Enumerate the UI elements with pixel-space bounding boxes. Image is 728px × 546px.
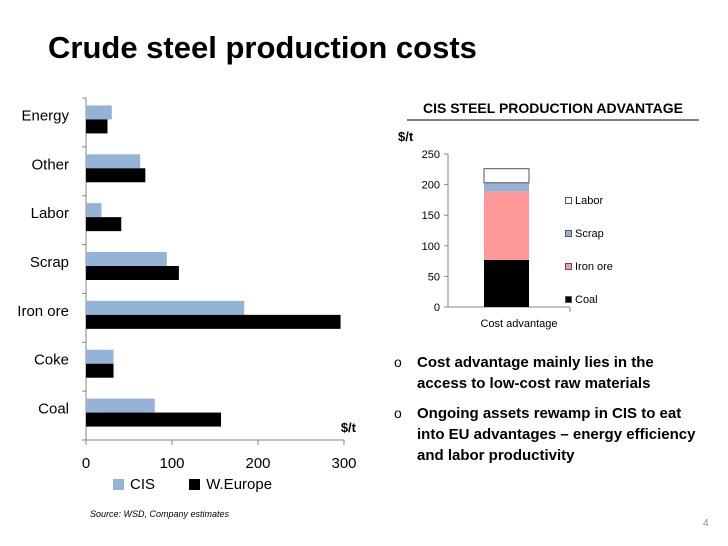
bar-cis-coke (86, 349, 114, 364)
inset-legend-swatch-coal (565, 296, 572, 303)
slide-title: Crude steel production costs (48, 30, 477, 65)
stacked-segment-coal (484, 259, 529, 307)
inset-y-tick-label: 250 (422, 149, 440, 161)
inset-chart-title: CIS STEEL PRODUCTION ADVANTAGE (422, 100, 684, 116)
x-tick-label: 200 (245, 455, 270, 472)
page-number: 4 (703, 518, 709, 529)
category-label-coal: Coal (38, 401, 69, 418)
bar-w-europe-coal (86, 412, 222, 427)
bullet-item: o Ongoing assets rewamp in CIS to eat in… (394, 403, 704, 466)
category-label-iron-ore: Iron ore (17, 303, 69, 320)
inset-y-unit: $/t (398, 129, 414, 144)
bar-cis-scrap (86, 252, 167, 266)
inset-legend-label-coal: Coal (575, 293, 598, 306)
legend-swatch-weurope (189, 479, 201, 490)
category-label-labor: Labor (31, 205, 69, 222)
stacked-segment-iron-ore (484, 191, 529, 260)
inset-legend-scrap: Scrap (565, 217, 613, 250)
inset-legend-labor: Labor (565, 184, 613, 217)
x-tick-label: 100 (159, 455, 184, 472)
bullet-marker: o (394, 354, 402, 370)
inset-y-tick-label: 50 (428, 271, 440, 283)
legend-item-weurope: W.Europe (189, 476, 272, 493)
bar-cis-labor (86, 203, 102, 218)
legend-label-cis: CIS (130, 476, 156, 493)
category-label-energy: Energy (21, 107, 69, 124)
x-tick-label: 0 (82, 455, 90, 472)
bullet-list: o Cost advantage mainly lies in the acce… (394, 352, 704, 475)
category-label-other: Other (31, 156, 69, 173)
bar-w-europe-other (86, 168, 146, 183)
bar-w-europe-iron-ore (86, 314, 341, 329)
source-note: Source: WSD, Company estimates (90, 509, 230, 519)
inset-legend-label-scrap: Scrap (575, 227, 604, 240)
inset-chart-legend: Labor Scrap Iron ore Coal (565, 184, 613, 316)
inset-stacked-chart: 0 50 100 150 200 250 Cost advantage (407, 119, 699, 330)
inset-legend-swatch-scrap (565, 230, 572, 237)
bullet-item: o Cost advantage mainly lies in the acce… (394, 352, 704, 394)
bullet-marker: o (394, 405, 402, 421)
category-label-coke: Coke (34, 352, 69, 369)
inset-y-tick-label: 200 (422, 180, 440, 192)
stacked-segment-scrap (484, 182, 529, 192)
inset-legend-label-labor: Labor (575, 194, 604, 207)
bar-w-europe-coke (86, 363, 114, 378)
bar-w-europe-energy (86, 119, 108, 134)
legend-item-cis: CIS (113, 476, 155, 493)
x-tick-label: 300 (331, 455, 356, 472)
bar-w-europe-labor (86, 217, 122, 232)
bar-cis-iron-ore (86, 300, 245, 315)
inset-category-label: Cost advantage (480, 318, 557, 330)
inset-y-tick-label: 0 (434, 302, 440, 314)
bar-w-europe-scrap (86, 266, 179, 280)
category-label-scrap: Scrap (30, 254, 69, 271)
inset-legend-ironore: Iron ore (565, 250, 613, 283)
bar-cis-energy (86, 105, 112, 120)
bar-cis-other (86, 154, 141, 169)
main-bar-chart: 0 100 200 300 $/t Energy Other Labor Scrap Iron o… (17, 97, 357, 472)
inset-legend-swatch-labor (565, 197, 572, 204)
bar-cis-coal (86, 398, 155, 413)
bullet-text: Cost advantage mainly lies in the access… (417, 354, 654, 392)
legend-label-weurope: W.Europe (206, 476, 273, 493)
inset-y-tick-label: 100 (422, 241, 440, 253)
inset-legend-label-ironore: Iron ore (575, 260, 613, 273)
bullet-text: Ongoing assets rewamp in CIS to eat into… (417, 405, 696, 464)
inset-y-tick-label: 150 (422, 210, 440, 222)
main-chart-legend: CIS W.Europe (113, 476, 302, 494)
inset-legend-swatch-ironore (565, 263, 572, 270)
x-axis-unit-label: $/t (341, 420, 357, 435)
stacked-segment-labor (483, 168, 530, 184)
legend-swatch-cis (113, 479, 124, 490)
inset-legend-coal: Coal (565, 283, 613, 316)
